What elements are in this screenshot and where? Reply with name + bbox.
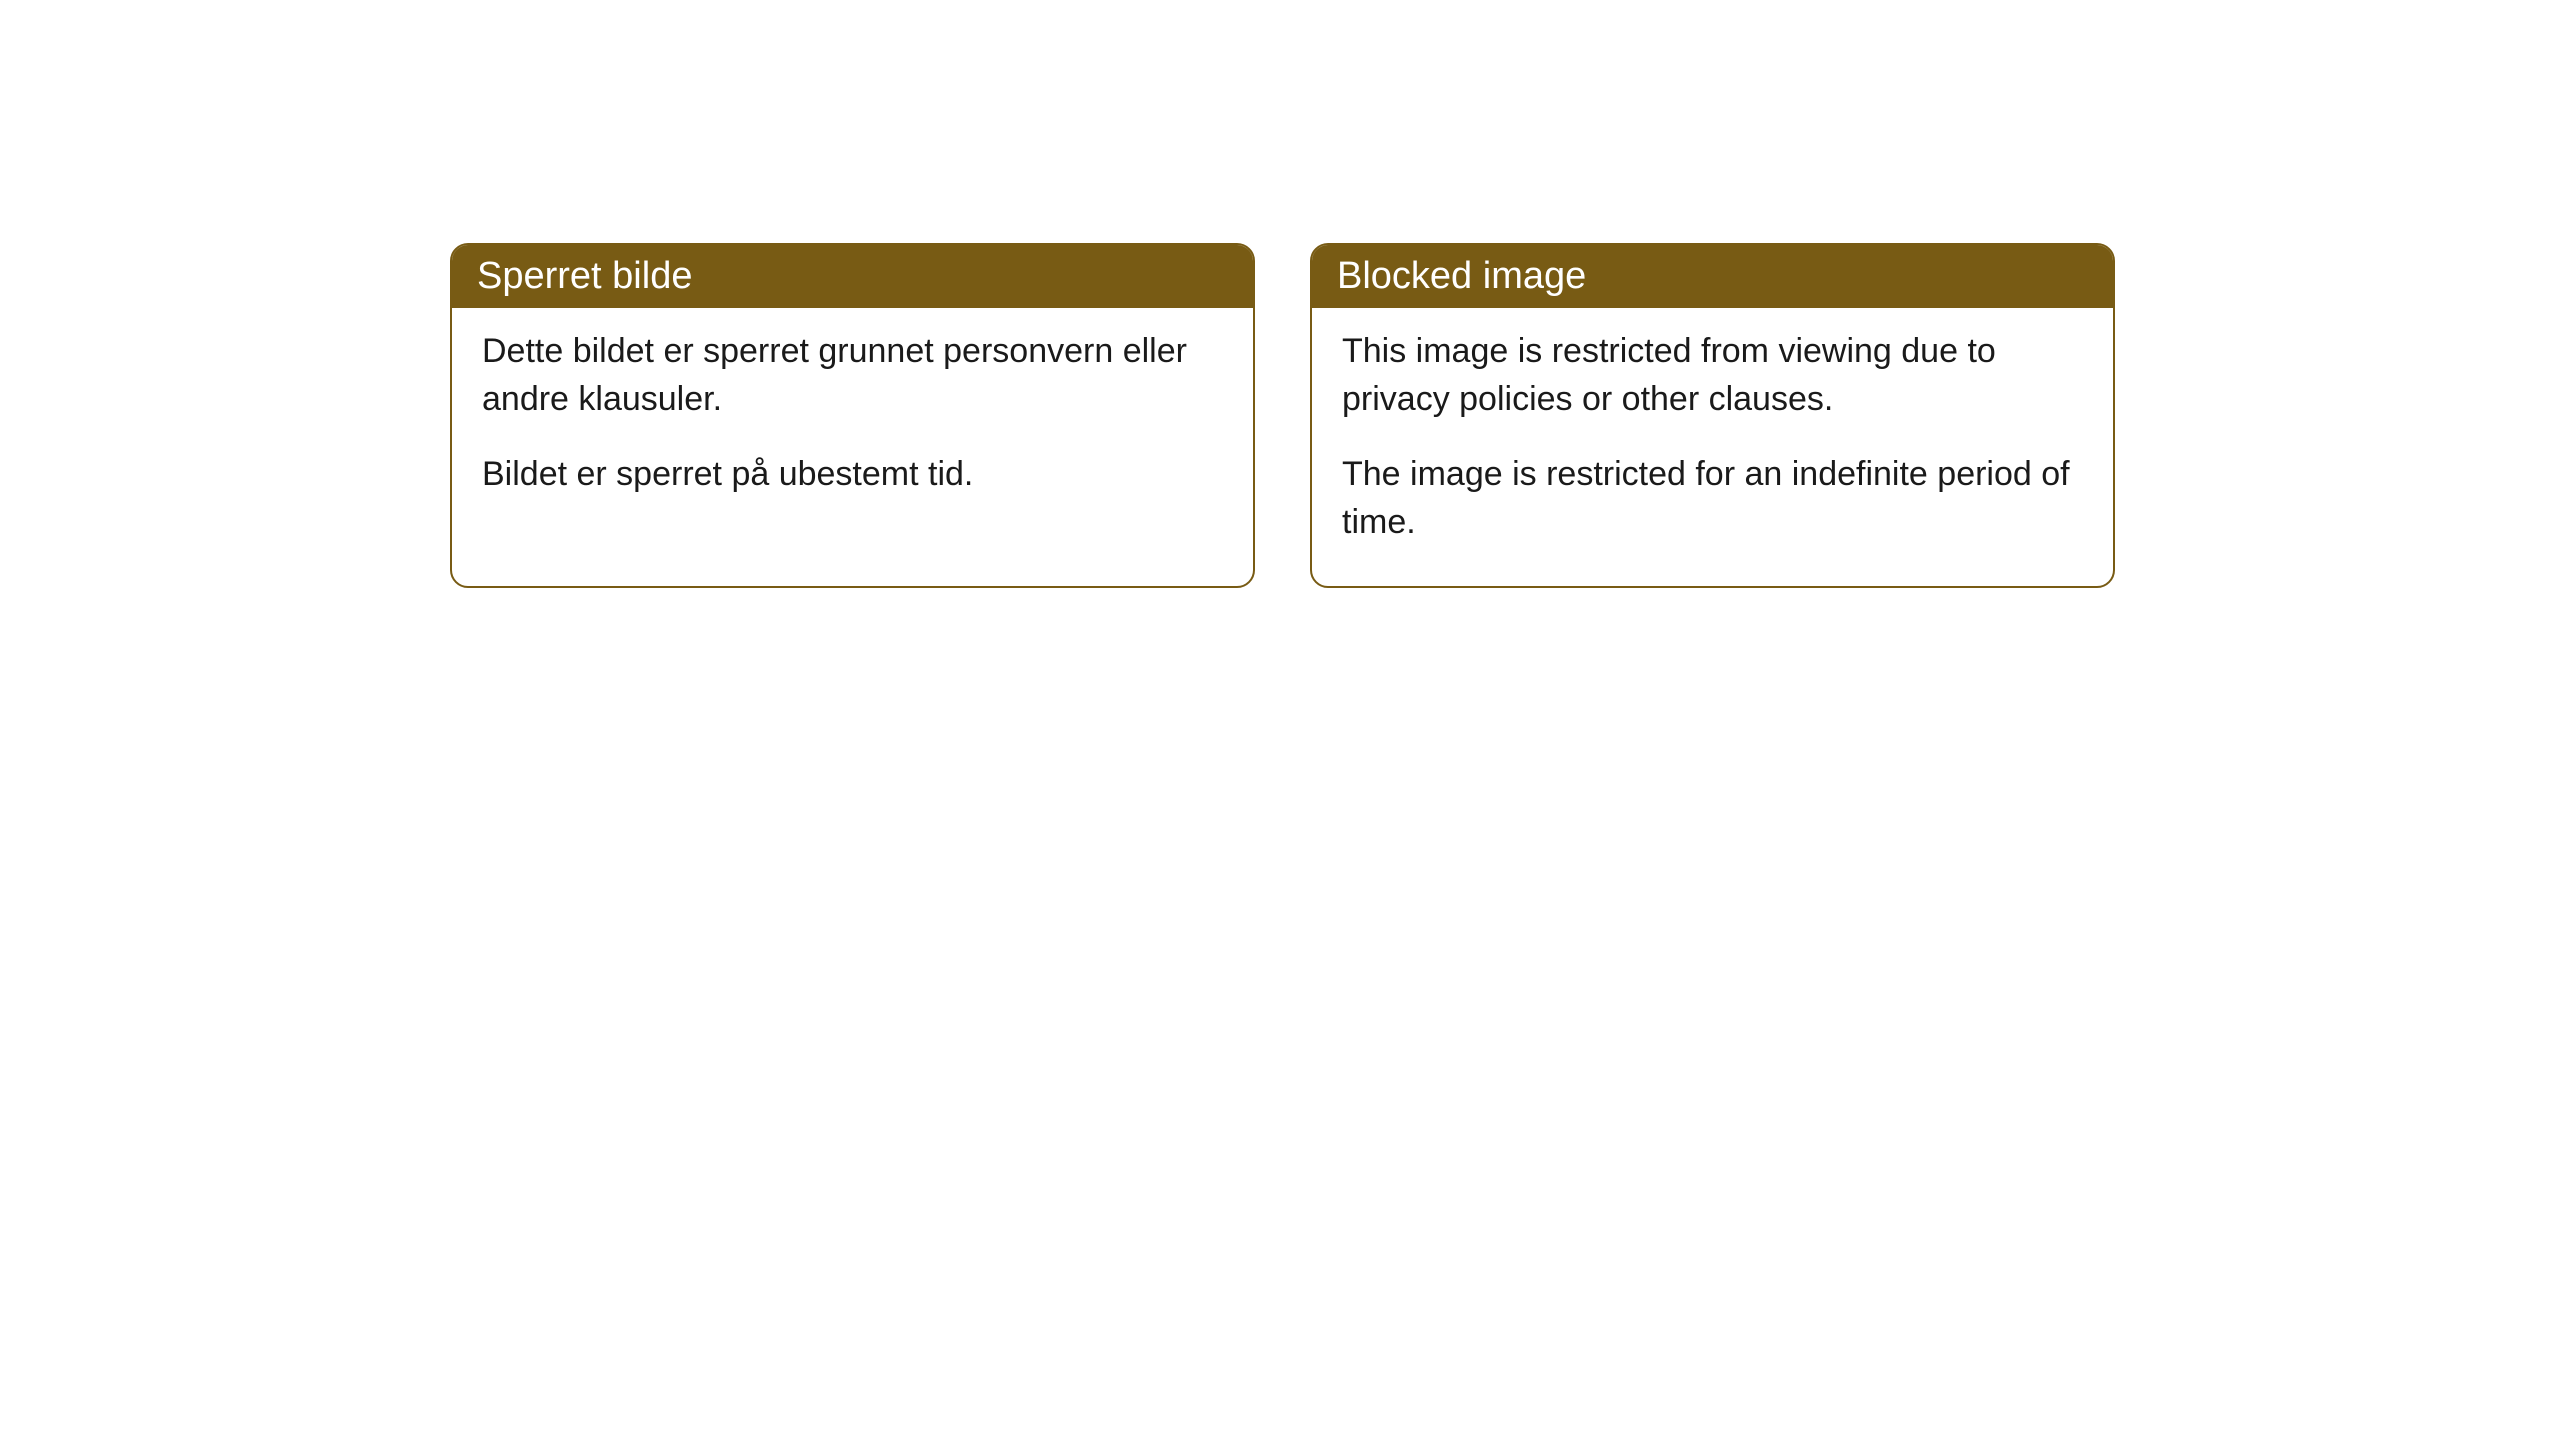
- card-paragraph-1-norwegian: Dette bildet er sperret grunnet personve…: [482, 328, 1223, 423]
- card-header-english: Blocked image: [1312, 245, 2113, 308]
- card-paragraph-1-english: This image is restricted from viewing du…: [1342, 328, 2083, 423]
- card-body-english: This image is restricted from viewing du…: [1312, 308, 2113, 586]
- card-title-norwegian: Sperret bilde: [477, 255, 692, 297]
- card-english: Blocked image This image is restricted f…: [1310, 243, 2115, 588]
- card-body-norwegian: Dette bildet er sperret grunnet personve…: [452, 308, 1253, 539]
- card-norwegian: Sperret bilde Dette bildet er sperret gr…: [450, 243, 1255, 588]
- cards-container: Sperret bilde Dette bildet er sperret gr…: [450, 243, 2115, 588]
- card-title-english: Blocked image: [1337, 255, 1586, 297]
- card-paragraph-2-english: The image is restricted for an indefinit…: [1342, 451, 2083, 546]
- card-header-norwegian: Sperret bilde: [452, 245, 1253, 308]
- card-paragraph-2-norwegian: Bildet er sperret på ubestemt tid.: [482, 451, 1223, 499]
